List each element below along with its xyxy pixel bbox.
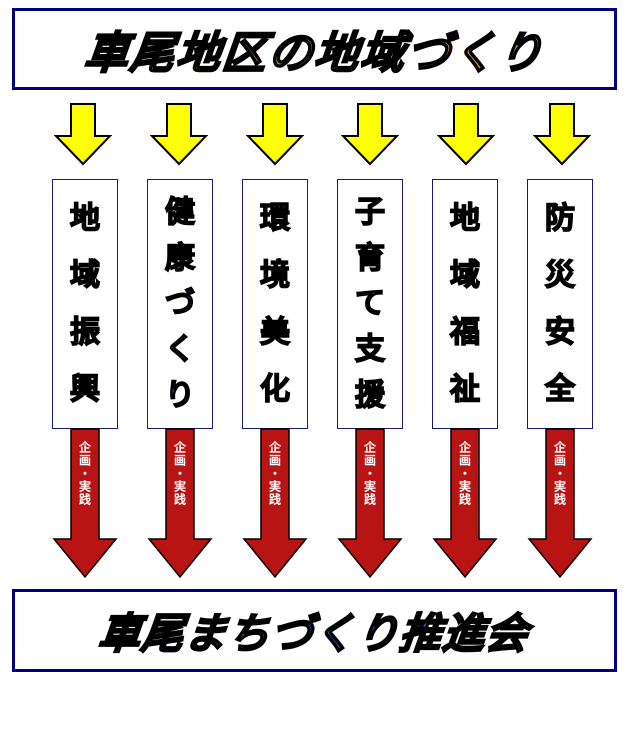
category-box: 子育て支援: [337, 179, 403, 429]
category-char: 全: [545, 367, 575, 412]
category-char: り: [165, 373, 195, 418]
category-char: 環: [260, 196, 290, 241]
header-box: 車尾地区の地域づくり: [12, 8, 617, 90]
category-char: 防: [545, 196, 575, 241]
top-arrows-row: [0, 98, 629, 175]
category-char: 祉: [450, 367, 480, 412]
down-arrow-icon: [341, 102, 399, 171]
action-arrow: 企画・実践: [52, 427, 118, 579]
category-char: 育: [355, 236, 385, 281]
category-char: 災: [545, 253, 575, 298]
category-char: 境: [260, 253, 290, 298]
category-char: 福: [450, 310, 480, 355]
category-char: 興: [70, 367, 100, 412]
action-arrow-label: 企画・実践: [457, 441, 474, 506]
action-arrow: 企画・実践: [337, 427, 403, 579]
category-char: 域: [70, 253, 100, 298]
category-char: 健: [165, 190, 195, 235]
category-columns-row: 地域振興健康づくり環境美化子育て支援地域福祉防災安全: [0, 175, 629, 429]
footer-title: 車尾まちづくり推進会: [96, 600, 532, 661]
action-arrow-label: 企画・実践: [552, 441, 569, 506]
category-char: 康: [165, 236, 195, 281]
down-arrow-icon: [533, 102, 591, 171]
category-box: 環境美化: [242, 179, 308, 429]
category-char: 域: [450, 253, 480, 298]
category-box: 地域振興: [52, 179, 118, 429]
action-arrow: 企画・実践: [527, 427, 593, 579]
footer-box: 車尾まちづくり推進会: [12, 589, 617, 672]
action-arrow-label: 企画・実践: [77, 441, 94, 506]
category-char: 子: [355, 190, 385, 235]
action-arrow: 企画・実践: [242, 427, 308, 579]
category-char: 振: [70, 310, 100, 355]
down-arrow-icon: [437, 102, 495, 171]
category-char: 援: [355, 373, 385, 418]
red-arrows-row: 企画・実践 企画・実践 企画・実践 企画・実践 企画・実践 企画・実践: [0, 427, 629, 579]
category-box: 防災安全: [527, 179, 593, 429]
action-arrow-label: 企画・実践: [362, 441, 379, 506]
category-char: づ: [165, 281, 195, 326]
action-arrow-label: 企画・実践: [172, 441, 189, 506]
category-char: 支: [355, 327, 385, 372]
category-char: 化: [260, 367, 290, 412]
category-char: 美: [260, 310, 290, 355]
category-char: 安: [545, 310, 575, 355]
action-arrow: 企画・実践: [147, 427, 213, 579]
category-char: 地: [70, 196, 100, 241]
category-char: 地: [450, 196, 480, 241]
action-arrow-label: 企画・実践: [267, 441, 284, 506]
category-char: く: [165, 327, 195, 372]
category-char: て: [355, 281, 385, 326]
down-arrow-icon: [54, 102, 112, 171]
header-title: 車尾地区の地域づくり: [81, 17, 548, 81]
category-box: 地域福祉: [432, 179, 498, 429]
action-arrow: 企画・実践: [432, 427, 498, 579]
down-arrow-icon: [150, 102, 208, 171]
category-box: 健康づくり: [147, 179, 213, 429]
down-arrow-icon: [246, 102, 304, 171]
